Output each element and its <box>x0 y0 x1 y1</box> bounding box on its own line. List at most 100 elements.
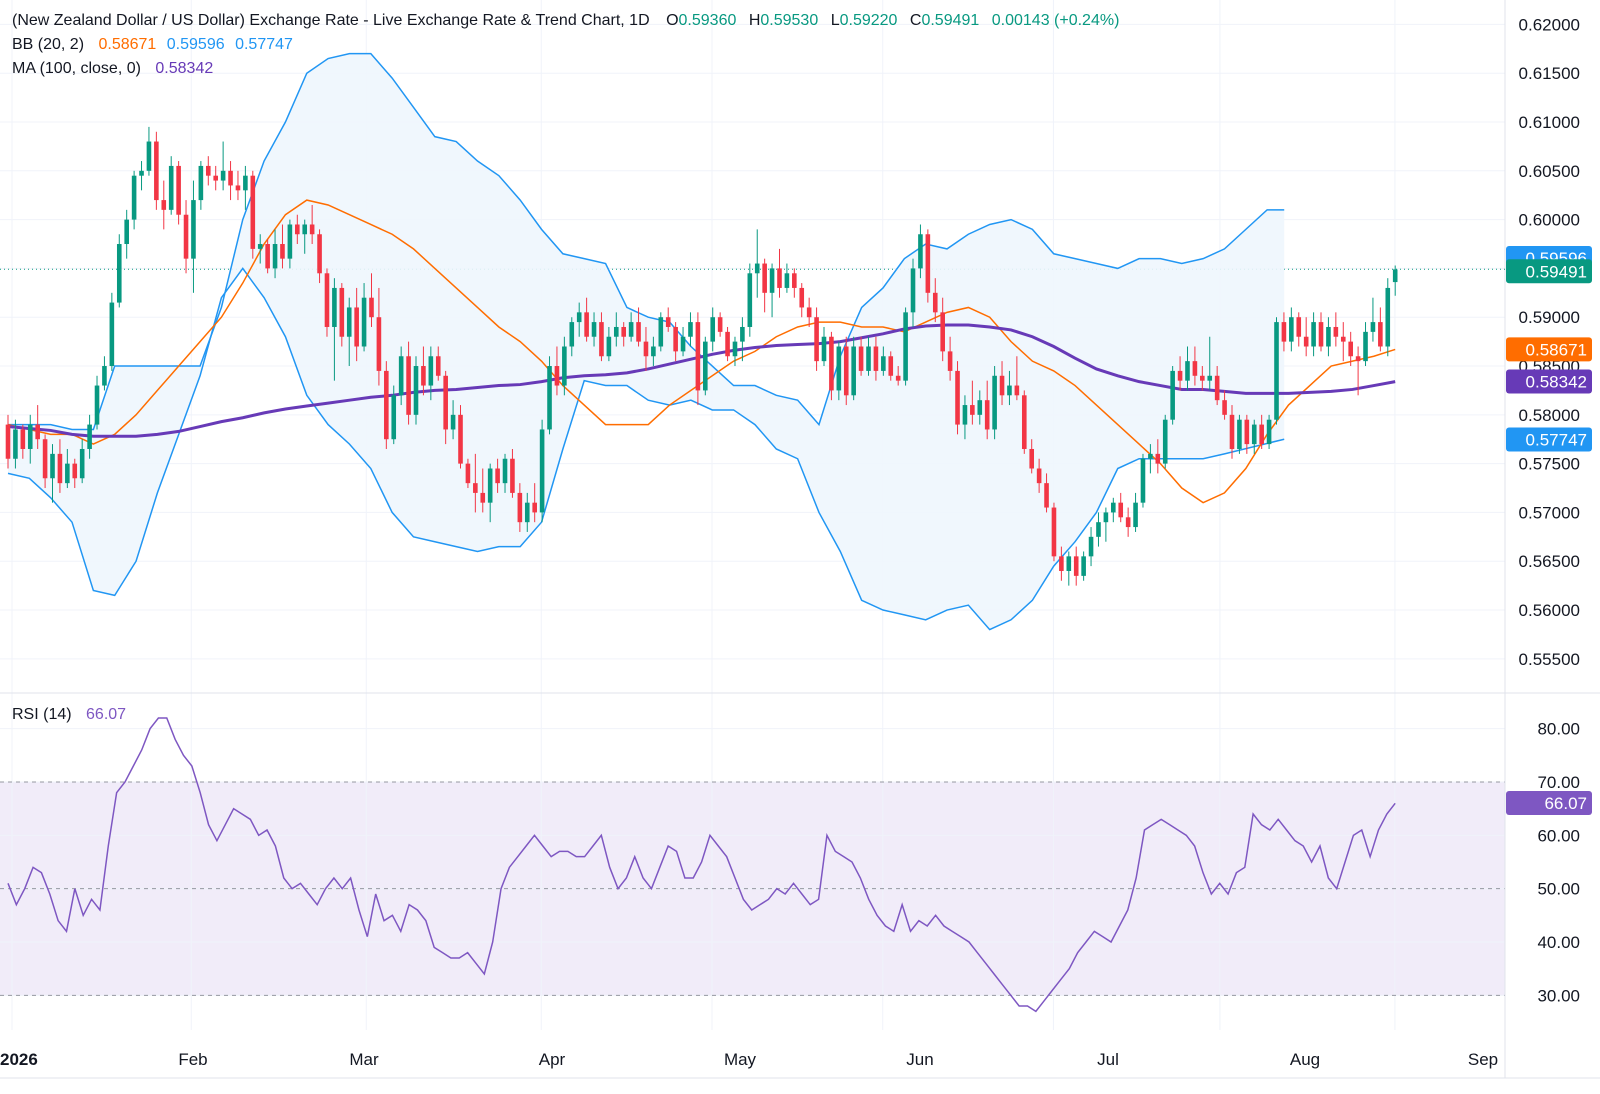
candle[interactable] <box>821 326 827 367</box>
candle[interactable] <box>131 170 137 230</box>
candle[interactable] <box>569 317 575 357</box>
time-axis[interactable]: 2026 Feb Mar Apr May Jun Jul Aug Sep <box>0 1050 1498 1069</box>
candle[interactable] <box>346 297 352 367</box>
candle[interactable] <box>695 312 701 406</box>
candle[interactable] <box>146 126 152 176</box>
candle[interactable] <box>384 361 389 449</box>
candle[interactable] <box>1081 551 1086 581</box>
candle[interactable] <box>613 312 619 347</box>
candle[interactable] <box>1044 473 1049 513</box>
candle[interactable] <box>1311 312 1316 357</box>
candle[interactable] <box>413 356 419 425</box>
candle[interactable] <box>947 336 953 381</box>
candle[interactable] <box>665 307 671 332</box>
candle[interactable] <box>176 161 181 225</box>
candle[interactable] <box>829 331 834 401</box>
candle[interactable] <box>717 312 723 337</box>
candle[interactable] <box>324 268 330 337</box>
candle[interactable] <box>732 336 738 367</box>
candle[interactable] <box>1185 346 1190 391</box>
candle[interactable] <box>918 224 923 279</box>
candle[interactable] <box>139 161 144 191</box>
candle[interactable] <box>562 336 567 396</box>
candle[interactable] <box>154 131 159 210</box>
candle[interactable] <box>895 366 901 386</box>
candle[interactable] <box>1177 356 1183 391</box>
candle[interactable] <box>1222 390 1227 420</box>
candle[interactable] <box>1133 492 1138 532</box>
candle[interactable] <box>458 405 463 469</box>
candle[interactable] <box>450 400 456 440</box>
candle[interactable] <box>473 453 478 513</box>
candle[interactable] <box>398 346 404 406</box>
candle[interactable] <box>1059 546 1064 581</box>
candle[interactable] <box>1207 336 1213 391</box>
candle[interactable] <box>710 307 716 352</box>
candle[interactable] <box>792 268 797 298</box>
ma-badge[interactable]: 0.58342 <box>1506 369 1592 394</box>
candle[interactable] <box>925 229 931 303</box>
candle[interactable] <box>1021 390 1027 454</box>
candle[interactable] <box>1029 439 1035 474</box>
candle[interactable] <box>243 165 248 210</box>
candle[interactable] <box>198 161 204 210</box>
candle[interactable] <box>1192 346 1198 386</box>
candle[interactable] <box>57 439 63 493</box>
ma-legend[interactable]: MA (100, close, 0) 0.58342 <box>12 60 217 78</box>
candle[interactable] <box>851 336 856 401</box>
candle[interactable] <box>465 458 471 489</box>
candle[interactable] <box>443 370 448 445</box>
candle[interactable] <box>1170 366 1175 425</box>
candle[interactable] <box>636 307 641 347</box>
candle[interactable] <box>1296 312 1302 347</box>
candle[interactable] <box>643 326 649 371</box>
candle[interactable] <box>591 312 597 347</box>
candle[interactable] <box>1281 312 1287 352</box>
candle[interactable] <box>65 448 70 489</box>
candle[interactable] <box>1363 322 1368 367</box>
candle[interactable] <box>1237 414 1242 454</box>
candle[interactable] <box>406 341 411 425</box>
candle[interactable] <box>287 219 293 269</box>
candle[interactable] <box>94 375 100 430</box>
candle[interactable] <box>502 453 508 493</box>
candle[interactable] <box>814 307 819 371</box>
symbol-title[interactable]: (New Zealand Dollar / US Dollar) Exchang… <box>12 12 650 29</box>
candle[interactable] <box>235 170 241 201</box>
candle[interactable] <box>1111 497 1116 523</box>
candle[interactable] <box>517 483 523 532</box>
candle[interactable] <box>369 273 374 327</box>
candle[interactable] <box>1274 317 1279 425</box>
candle[interactable] <box>524 492 530 532</box>
candle[interactable] <box>977 390 983 425</box>
candle[interactable] <box>606 326 612 362</box>
candle[interactable] <box>910 258 916 327</box>
candle[interactable] <box>984 380 990 440</box>
candle[interactable] <box>881 346 886 376</box>
candle[interactable] <box>799 283 805 318</box>
candle[interactable] <box>220 141 226 191</box>
candle[interactable] <box>42 434 48 489</box>
candle[interactable] <box>554 346 560 396</box>
candle[interactable] <box>999 361 1005 406</box>
candle[interactable] <box>27 414 33 464</box>
candle[interactable] <box>1333 312 1339 347</box>
candle[interactable] <box>1251 419 1257 454</box>
candle[interactable] <box>532 483 537 523</box>
candle[interactable] <box>1318 312 1324 352</box>
candle[interactable] <box>1326 317 1331 357</box>
candle[interactable] <box>680 326 686 357</box>
candle[interactable] <box>1036 458 1042 493</box>
candle[interactable] <box>1370 297 1376 342</box>
candle[interactable] <box>1051 502 1057 562</box>
candle[interactable] <box>769 263 775 318</box>
candle[interactable] <box>87 414 92 459</box>
candle[interactable] <box>1214 366 1220 406</box>
candle[interactable] <box>1259 414 1264 449</box>
candle[interactable] <box>376 287 382 386</box>
candle[interactable] <box>280 224 285 269</box>
candle[interactable] <box>510 448 515 498</box>
candle[interactable] <box>354 287 359 362</box>
candle[interactable] <box>992 366 997 440</box>
